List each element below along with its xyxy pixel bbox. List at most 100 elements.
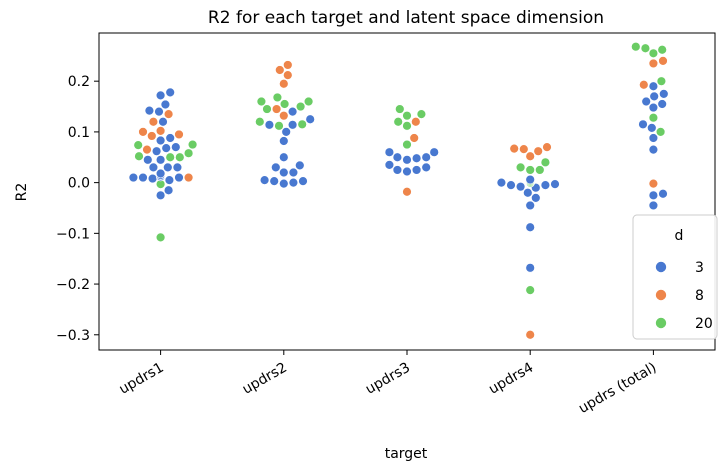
data-point [288,167,299,178]
data-point [158,117,168,127]
data-point [148,162,159,173]
data-point [402,155,412,165]
data-point [287,120,298,130]
data-point [134,151,144,161]
legend: d 3 8 20 [632,214,718,340]
x-axis-label: target [385,446,428,462]
data-point [305,114,315,124]
data-point [287,106,298,117]
legend-label: 20 [695,316,713,332]
data-point [648,200,659,211]
data-point [138,127,148,137]
y-tick-label: −0.1 [56,226,90,242]
data-point [638,119,648,129]
data-point [155,135,166,146]
x-tick-label: updrs2 [240,360,290,398]
data-point [183,148,194,158]
data-point [165,133,175,143]
data-point [525,151,535,161]
legend-marker [655,261,667,273]
data-point [187,139,198,150]
data-point [271,104,282,114]
data-point [657,99,667,109]
data-point [392,152,403,162]
data-point [395,104,405,114]
data-point [279,99,290,109]
data-point [269,176,279,186]
data-point [658,56,668,66]
data-point [303,96,314,107]
data-point [533,146,543,156]
data-point [648,190,659,201]
data-point [416,109,427,119]
data-point [531,193,541,203]
data-point [175,152,185,162]
y-axis: −0.3 −0.2 −0.1 0.0 0.1 0.2 [56,74,99,344]
data-point [163,109,174,119]
data-point [429,147,439,157]
data-point [155,168,166,179]
data-point [525,165,535,175]
y-tick-label: 0.1 [68,125,90,141]
data-point [155,232,166,243]
data-point [659,89,669,99]
data-point [515,181,526,192]
y-tick-label: −0.2 [56,277,90,293]
data-point [161,143,171,153]
data-point [421,152,431,162]
data-point [525,285,535,295]
data-point [525,263,535,273]
data-point [384,147,395,157]
data-point [525,330,535,340]
data-point [144,105,155,116]
data-point [409,133,419,143]
data-point [402,121,412,131]
x-tick-label: updrs3 [363,360,413,398]
data-point [525,222,535,232]
data-point [402,187,412,197]
data-point [639,80,649,90]
data-point [392,165,403,175]
data-point [411,165,422,175]
data-point [648,58,659,69]
data-point [165,152,175,162]
data-point [165,87,175,98]
data-point [298,176,308,186]
data-point [279,136,289,146]
data-point [648,178,659,189]
data-point [174,172,184,183]
data-point [279,178,289,189]
data-point [411,117,421,127]
data-point [272,92,283,103]
data-point [550,179,560,189]
x-tick-label: updrs (total) [576,360,659,417]
data-point [142,144,152,155]
data-point [288,177,299,188]
x-tick-label: updrs1 [117,360,167,398]
data-point [496,177,507,188]
data-marks [128,41,669,340]
data-point [535,165,545,175]
data-point [151,146,162,156]
data-point [384,160,395,170]
data-point [155,126,166,136]
y-tick-label: 0.2 [68,74,90,90]
data-point [525,174,535,185]
data-point [164,175,175,185]
data-point [631,41,641,52]
data-point [641,96,651,107]
data-point [128,172,139,183]
data-point [264,120,275,130]
data-point [523,188,533,198]
data-point [255,117,265,127]
legend-label: 8 [695,288,704,304]
data-point [274,121,284,131]
data-point [648,144,659,155]
legend-marker [655,289,667,301]
data-point [648,48,659,58]
data-point [154,106,164,117]
x-axis: updrs1 updrs2 updrs3 updrs4 updrs (total) [117,350,659,417]
data-point [393,117,403,127]
data-point [275,65,285,75]
